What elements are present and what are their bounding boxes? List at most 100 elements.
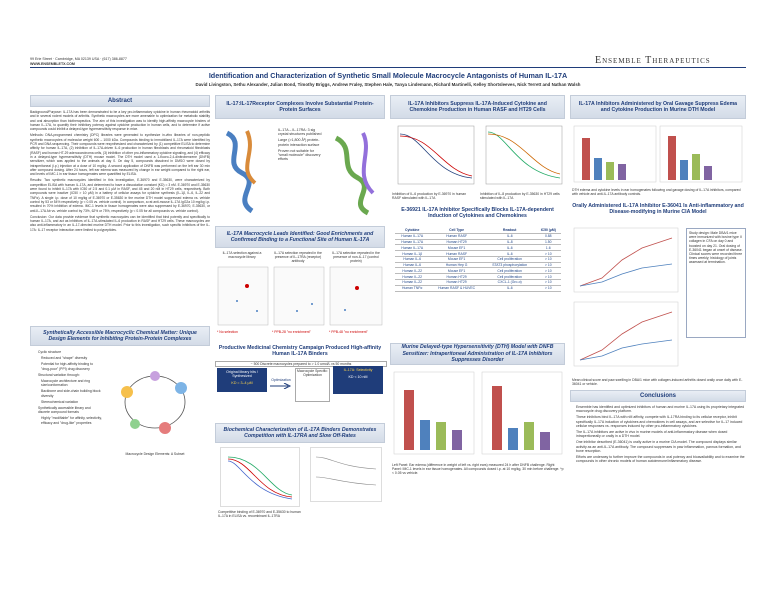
curve xyxy=(488,134,560,174)
paragraph: Background/Purpose: IL-17A has been demo… xyxy=(30,110,210,132)
section-heading: IL-17:IL-17Receptor Complexes Involve Su… xyxy=(215,95,385,119)
bullet: Reduced and "shape" diversity xyxy=(41,356,88,361)
table-cell: IL-6 xyxy=(483,250,536,257)
address: 99 Erie Street · Cambridge, MA 02139 USA… xyxy=(30,57,127,61)
table-cell: IL-6 xyxy=(483,233,536,240)
arrow xyxy=(270,383,292,389)
table-row: Human TNFα Human RASF & HUVEC IL-6 > 10 xyxy=(395,285,561,292)
badge-text: IL-17A: Selectivity xyxy=(343,368,373,372)
table-cell: 0.88 xyxy=(535,233,561,240)
line-panel xyxy=(573,301,679,367)
plot xyxy=(273,266,325,326)
bullet: IL-17A – IL-17RA: 3 sig crystal structur… xyxy=(278,128,322,136)
elisa-chart xyxy=(220,447,300,507)
table-cell: IL-6 xyxy=(483,244,536,252)
abstract-text: Background/Purpose: IL-17A has been demo… xyxy=(30,110,210,324)
bullet: These inhibitors bind IL-17A with nM aff… xyxy=(576,415,746,428)
element xyxy=(121,386,133,398)
bullet: Highly "modifiable" for affinity, select… xyxy=(41,416,102,425)
footnote: * PPB-48 "no enrichment" xyxy=(329,330,368,334)
frame xyxy=(310,447,382,502)
dth-charts xyxy=(393,371,563,455)
bullet: Backbone and side-chain building block d… xyxy=(41,389,101,398)
table-cell: Human IL-6 xyxy=(395,256,430,263)
bullet: Stereochemical variation xyxy=(41,399,79,404)
table-cell: Cell proliferation xyxy=(483,273,536,281)
protein-structure xyxy=(328,123,383,218)
bullet: Structural variation through: xyxy=(38,373,102,377)
table-cell: Human RASF xyxy=(429,233,484,240)
authors: David Livingston, Sethu Alexander, Julia… xyxy=(195,82,581,87)
bullet: Potential for high-affinity binding to "… xyxy=(41,362,93,371)
side-note: Study design: Male DBA/1 mice were immun… xyxy=(686,228,746,338)
section-heading: IL-17A Inhibitors Administered by Oral G… xyxy=(570,95,746,119)
kinetics-table xyxy=(310,447,382,502)
table-row: Human IL-17A Mouse EF1 IL-6 1.6 xyxy=(395,244,561,252)
enrichment-plots xyxy=(217,266,383,326)
table-cell: > 10 xyxy=(535,262,561,269)
oral-charts xyxy=(573,125,743,183)
plot xyxy=(329,266,383,326)
table-cell: Human TNFα xyxy=(395,285,430,292)
table-row: Human IL-22 Human HT29 Cell proliferation >… xyxy=(395,273,561,281)
frame xyxy=(220,447,300,507)
macrocycle-diagram xyxy=(121,371,187,434)
chain xyxy=(227,133,252,211)
bullet-list: Cyclic structure Reduced and "shape" div… xyxy=(32,350,102,460)
side-note-text: Study design: Male DBA/1 mice were immun… xyxy=(689,231,743,265)
table-body: Human IL-17A Human RASF IL-6 0.88 Human IL-1… xyxy=(395,233,561,292)
table-row: Human IL-6 Mouse EF1 Cell proliferation > 1… xyxy=(395,256,561,263)
table-cell: Human IL-17A xyxy=(395,233,430,240)
section-heading: Abstract xyxy=(30,95,210,107)
table-cell: Human HT29 xyxy=(429,239,484,246)
table-cell: Cell proliferation xyxy=(483,256,536,263)
section-heading: Synthetically Accessible Macrocyclic Che… xyxy=(30,326,210,346)
section-heading: Murine Delayed-type Hypersensitivity (DT… xyxy=(390,343,565,365)
header-rule xyxy=(30,67,746,68)
element xyxy=(159,422,171,434)
table-cell: Human IL-17A xyxy=(395,244,430,252)
table-cell: Human IL-22 xyxy=(395,279,430,286)
panel-label: IL-17A selection repeated in the presenc… xyxy=(274,251,322,264)
table-cell: Cell proliferation xyxy=(483,267,536,275)
table-cell: CXCL-1 (Gro-α) xyxy=(483,279,536,286)
section-heading: Biochemical Characterization of IL-17A B… xyxy=(215,423,385,443)
table-row: Human IL-17A Human RASF IL-6 0.88 xyxy=(395,233,561,240)
table-cell: Mouse EF1 xyxy=(429,244,484,252)
panel-label: IL-17A selection repeated in the presenc… xyxy=(332,251,380,264)
table-cell: > 10 xyxy=(535,273,561,281)
element xyxy=(175,382,187,394)
column-header: Cell Type xyxy=(429,228,484,234)
bullet: One inhibitor described (E-36041) is ora… xyxy=(576,440,746,453)
badge-text: KD = 3–4 µM xyxy=(231,381,253,385)
hit-badge: Original library hits / Synthesized KD =… xyxy=(217,368,267,392)
table-cell: > 10 xyxy=(535,285,561,292)
address-block: 99 Erie Street · Cambridge, MA 02139 USA… xyxy=(30,57,127,66)
protein-structure xyxy=(217,123,267,218)
paragraph: Conclusion: Our data provide evidence th… xyxy=(30,214,210,232)
footnote: * No selection xyxy=(217,330,238,334)
column-header: Readout xyxy=(483,228,536,234)
bullet: Proven not suitable for "small molecule"… xyxy=(278,149,322,162)
logo: Ensemble Therapeutics xyxy=(595,55,711,66)
curve xyxy=(228,459,292,497)
table-cell: Mouse EF1 xyxy=(429,267,484,275)
bullet: Large (>1,800 Å²) protein-protein intera… xyxy=(278,138,322,146)
plot xyxy=(217,266,269,326)
column-header: IC50 (µM) xyxy=(535,228,561,234)
element xyxy=(150,371,160,381)
table-cell: > 10 xyxy=(535,250,561,257)
table-cell: Human IL-17A xyxy=(395,239,430,246)
section-heading: E-36921 IL-17A Inhibitor Specifically Bl… xyxy=(401,207,554,219)
chain xyxy=(336,138,368,213)
section-heading: IL-17A Macrocycle Leads Identified: Good… xyxy=(215,226,385,248)
chain xyxy=(247,131,255,183)
caption: Inhibition of IL-8 production by E-35630… xyxy=(480,192,560,201)
curve xyxy=(228,461,292,499)
element xyxy=(130,419,140,429)
curve xyxy=(400,134,472,178)
curve xyxy=(228,457,292,495)
website: WWW.ENSEMBLETX.COM xyxy=(30,61,75,66)
table-row: Human IL-1β Human RASF IL-6 > 10 xyxy=(395,250,561,257)
